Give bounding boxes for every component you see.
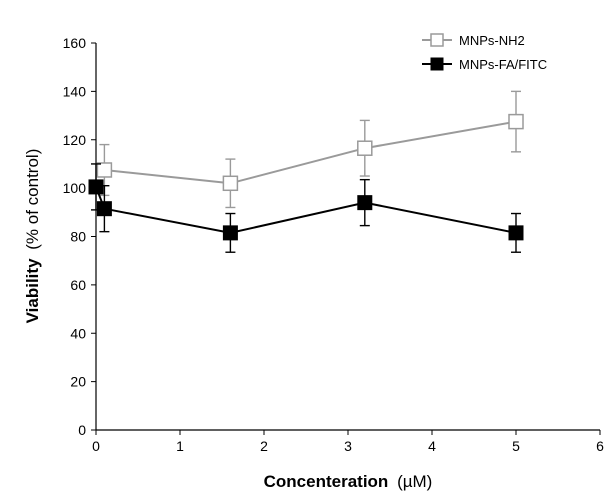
y-tick-label: 140 [63, 83, 87, 99]
x-axis-unit: (µM) [397, 472, 432, 491]
y-tick-label: 60 [70, 277, 86, 293]
legend-marker [430, 33, 444, 47]
data-point-marker [508, 113, 524, 130]
axes [95, 43, 600, 431]
x-tick-label: 4 [428, 438, 436, 454]
x-tick-label: 5 [512, 438, 520, 454]
x-tick-label: 2 [260, 438, 268, 454]
series-line [104, 120, 517, 185]
data-point-marker [222, 225, 238, 241]
x-tick-label: 0 [92, 438, 100, 454]
x-tick-label: 3 [344, 438, 352, 454]
legend-label: MNPs-NH2 [459, 33, 525, 48]
series-mnps-nh2 [96, 90, 524, 209]
y-axis-title-text: Viability [23, 258, 42, 323]
x-tick-label: 1 [176, 438, 184, 454]
series-line [95, 186, 517, 234]
y-tick-label: 0 [78, 422, 86, 438]
y-tick-label: 80 [70, 229, 86, 245]
y-tick-label: 100 [63, 180, 87, 196]
series-mnps-fa-fitc [88, 163, 524, 253]
data-point-marker [96, 162, 113, 178]
legend-marker [430, 57, 444, 71]
legend-item: MNPs-NH2 [422, 33, 525, 48]
y-tick-label: 120 [63, 132, 87, 148]
y-tick-label: 40 [70, 325, 86, 341]
legend-item: MNPs-FA/FITC [422, 57, 547, 72]
x-axis-title: Concenteration (µM) [264, 472, 433, 491]
data-point-marker [88, 179, 104, 195]
x-tick-label: 6 [596, 438, 604, 454]
series-layer [88, 90, 524, 253]
y-axis-title: Viability (% of control) [23, 149, 42, 324]
data-point-marker [508, 225, 524, 241]
legend-label: MNPs-FA/FITC [459, 57, 547, 72]
data-point-marker [357, 195, 373, 211]
y-tick-label: 160 [63, 35, 87, 51]
data-point-marker [357, 140, 373, 156]
data-point-marker [222, 175, 239, 192]
legend: MNPs-NH2 MNPs-FA/FITC [422, 33, 547, 72]
y-tick-label: 20 [70, 374, 86, 390]
x-axis-title-text: Concenteration [264, 472, 389, 491]
y-axis-unit: (% of control) [23, 149, 42, 250]
data-point-marker [96, 201, 112, 217]
